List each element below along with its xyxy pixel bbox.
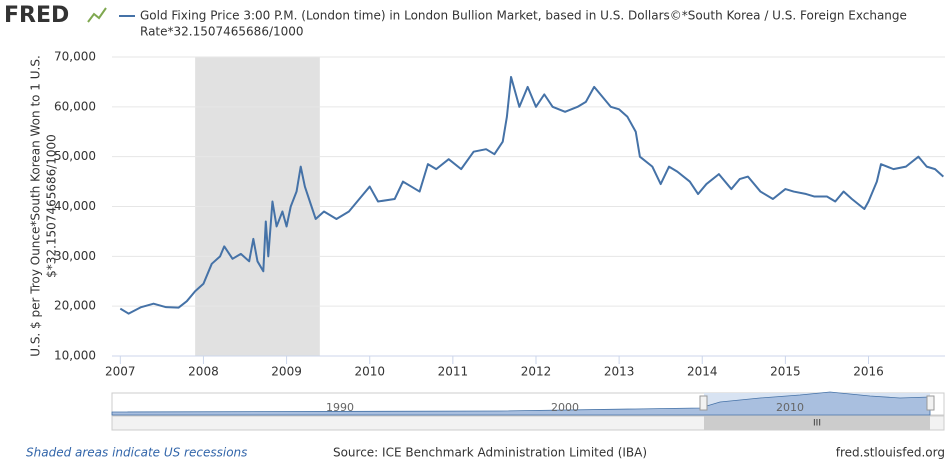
navigator-handle[interactable] bbox=[926, 395, 935, 411]
navigator-handle[interactable] bbox=[699, 395, 708, 411]
scrollbar-thumb[interactable] bbox=[704, 416, 930, 430]
scrollbar-grip: III bbox=[813, 419, 821, 429]
series-line bbox=[119, 75, 945, 315]
legend-label: Rate*32.1507465686/1000 bbox=[140, 25, 304, 39]
y-axis-label: U.S. $ per Troy Ounce*South Korean Won t… bbox=[29, 55, 59, 357]
x-tick-label: 2009 bbox=[271, 365, 302, 379]
y-axis-label-line: $*32.1507465686/1000 bbox=[45, 134, 59, 278]
x-tick-label: 2007 bbox=[105, 365, 136, 379]
y-axis-label-line: U.S. $ per Troy Ounce*South Korean Won t… bbox=[29, 55, 43, 357]
x-tick-label: 2015 bbox=[770, 365, 801, 379]
y-tick-label: 60,000 bbox=[54, 99, 96, 113]
x-tick-label: 2008 bbox=[188, 365, 219, 379]
legend-label: Gold Fixing Price 3:00 P.M. (London time… bbox=[140, 9, 907, 23]
x-tick-label: 2012 bbox=[521, 365, 552, 379]
navigator-label: 2010 bbox=[776, 401, 804, 414]
y-tick-label: 40,000 bbox=[54, 199, 96, 213]
site: fred.stlouisfed.org bbox=[836, 446, 945, 460]
navigator-label: 2000 bbox=[551, 401, 579, 414]
x-tick-label: 2016 bbox=[853, 365, 884, 379]
source: Source: ICE Benchmark Administration Lim… bbox=[333, 446, 647, 460]
navigator: III 1990 2000 2010 bbox=[111, 391, 945, 431]
logo: FRED bbox=[4, 3, 69, 28]
y-tick-label: 30,000 bbox=[54, 249, 96, 263]
y-tick-label: 70,000 bbox=[54, 50, 96, 64]
x-tick-label: 2014 bbox=[687, 365, 718, 379]
x-tick-label: 2013 bbox=[604, 365, 635, 379]
navigator-label: 1990 bbox=[326, 401, 354, 414]
y-tick-label: 50,000 bbox=[54, 149, 96, 163]
y-tick-label: 20,000 bbox=[54, 299, 96, 313]
x-tick-label: 2010 bbox=[354, 365, 385, 379]
x-tick-label: 2011 bbox=[438, 365, 469, 379]
logo-icon bbox=[87, 7, 107, 23]
recession-note[interactable]: Shaded areas indicate US recessions bbox=[26, 446, 247, 460]
y-tick-label: 10,000 bbox=[54, 349, 96, 363]
